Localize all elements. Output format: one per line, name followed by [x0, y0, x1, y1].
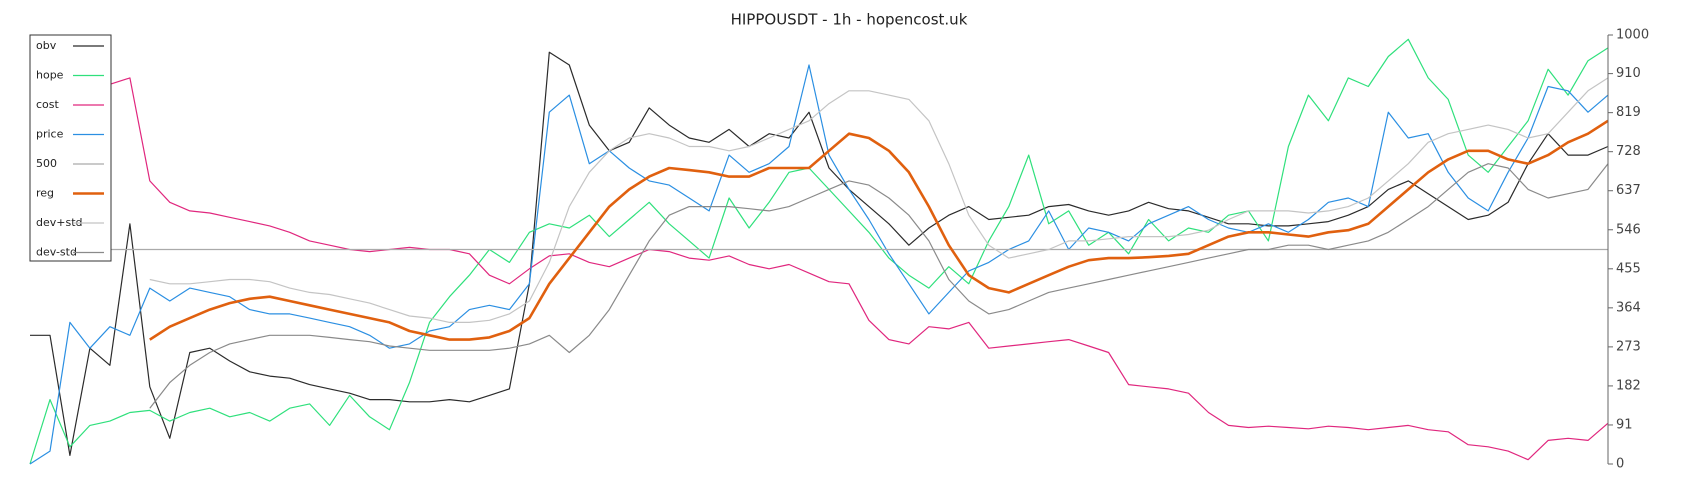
series-line — [29, 64, 1609, 465]
legend-label: dev+std — [36, 216, 83, 229]
y-tick-label: 910 — [1616, 66, 1641, 81]
y-tick-label: 728 — [1616, 144, 1641, 159]
y-tick-label: 1000 — [1616, 28, 1649, 43]
y-tick-label: 546 — [1616, 222, 1641, 237]
legend-label: dev-std — [36, 246, 77, 259]
y-tick-label: 273 — [1616, 339, 1641, 354]
chart-title: HIPPOUSDT - 1h - hopencost.uk — [731, 11, 968, 29]
plot-area — [29, 38, 1609, 465]
series-line — [29, 77, 1609, 461]
y-tick-label: 0 — [1616, 457, 1624, 472]
series-line — [149, 119, 1609, 341]
series-line — [149, 163, 1609, 409]
y-axis: 0 91 182 273 364 455 546 637 728 819 910 1000 — [1607, 28, 1649, 472]
y-tick-label: 637 — [1616, 183, 1641, 198]
legend-label: reg — [36, 187, 54, 200]
series-line — [29, 38, 1609, 465]
legend: obv hope cost price 500 reg dev+std dev-std — [29, 34, 112, 262]
y-tick-label: 91 — [1616, 417, 1633, 432]
y-tick-label: 455 — [1616, 261, 1641, 276]
y-tick-label: 364 — [1616, 300, 1641, 315]
y-tick-label: 819 — [1616, 105, 1641, 120]
legend-label: hope — [36, 69, 64, 82]
series-line — [30, 51, 1609, 456]
series-line — [149, 77, 1609, 323]
legend-label: price — [36, 128, 64, 141]
y-tick-label: 182 — [1616, 378, 1641, 393]
legend-label: cost — [36, 98, 60, 111]
legend-label: 500 — [36, 157, 57, 170]
legend-label: obv — [36, 39, 57, 52]
